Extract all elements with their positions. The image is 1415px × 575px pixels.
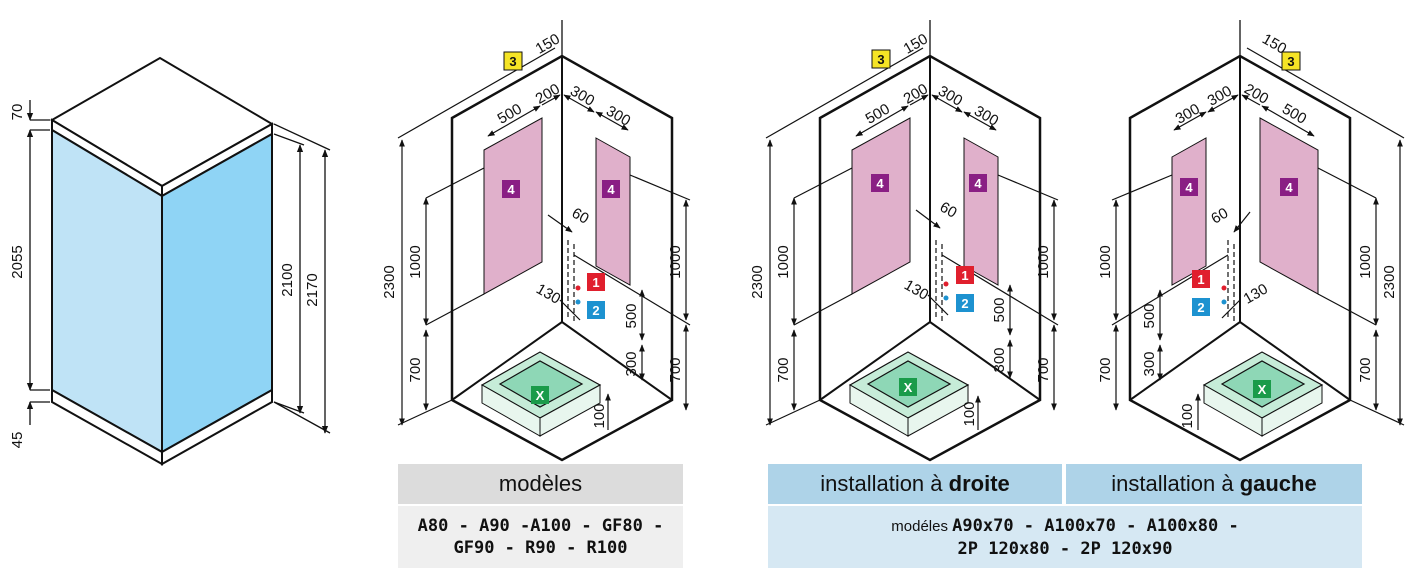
svg-text:X: X [904,380,913,395]
svg-text:300: 300 [991,347,1008,372]
svg-text:700: 700 [407,357,424,382]
tag-4-right: 4 [969,174,987,192]
dim-total-height: 2170 [304,273,321,306]
svg-text:60: 60 [569,205,592,228]
svg-text:1: 1 [1197,272,1204,287]
models-header: modèles [398,464,683,504]
heater-zone-right [963,137,999,286]
tag-4-left: 4 [502,180,520,198]
svg-text:1000: 1000 [1097,245,1114,278]
models2-line2: 2P 120x80 - 2P 120x90 [957,538,1173,559]
tag-x: X [1253,380,1271,398]
tag-4-right: 4 [1280,178,1298,196]
svg-text:1000: 1000 [407,245,424,278]
models2-line1: A90x70 - A100x70 - A100x80 - [952,515,1239,536]
svg-text:700: 700 [1035,357,1052,382]
models-list-line2: GF90 - R90 - R100 [453,538,628,558]
models2-prefix: modéles [891,517,953,535]
cabin-drawing: 70 2055 45 2100 2170 [9,56,331,466]
svg-text:4: 4 [1285,180,1293,195]
svg-text:500: 500 [1141,303,1158,328]
tag-3: 3 [503,51,523,71]
right-install-header: installation à droite [768,464,1062,504]
svg-text:100: 100 [1179,403,1196,428]
room-drawing-left: 2300 300 300 200 500 150 1000 700 1000 7… [1097,20,1405,462]
tag-3: 3 [1281,51,1301,71]
tag-2: 2 [587,301,605,319]
tag-1: 1 [956,266,974,284]
svg-text:1: 1 [961,268,968,283]
models-list-line1: A80 - A90 -A100 - GF80 - [417,516,664,536]
svg-text:4: 4 [876,176,884,191]
heater-zone-left [1171,137,1207,286]
svg-text:100: 100 [961,401,978,426]
svg-text:2: 2 [961,296,968,311]
heater-zone-right [595,137,631,286]
tag-x: X [899,378,917,396]
svg-text:2300: 2300 [1381,265,1398,298]
svg-text:3: 3 [877,52,884,67]
svg-text:700: 700 [775,357,792,382]
svg-text:1000: 1000 [775,245,792,278]
svg-text:4: 4 [974,176,982,191]
tag-1: 1 [587,273,605,291]
room-drawing-standard: 2300 500 200 300 300 150 1000 700 1000 7… [381,20,691,462]
svg-text:300: 300 [1141,351,1158,376]
tag-x: X [531,386,549,404]
svg-text:60: 60 [1208,205,1231,228]
svg-text:2: 2 [592,303,599,318]
left-install-header: installation à gauche [1066,464,1362,504]
svg-text:4: 4 [1185,180,1193,195]
svg-text:1000: 1000 [1357,245,1374,278]
dim-room-height: 2300 [381,265,398,298]
svg-text:500: 500 [623,303,640,328]
svg-text:100: 100 [591,403,608,428]
svg-text:300: 300 [623,351,640,376]
svg-text:1000: 1000 [667,245,684,278]
svg-text:1000: 1000 [1035,245,1052,278]
svg-text:500: 500 [991,297,1008,322]
tag-1: 1 [1192,270,1210,288]
dim-bottom-gap: 45 [9,432,26,449]
tag-3: 3 [871,49,891,69]
svg-text:700: 700 [667,357,684,382]
svg-text:150: 150 [533,30,563,57]
tag-4-right: 4 [602,180,620,198]
svg-text:3: 3 [509,54,516,69]
tag-4-left: 4 [871,174,889,192]
svg-text:4: 4 [507,182,515,197]
svg-text:4: 4 [607,182,615,197]
tag-2: 2 [1192,298,1210,316]
tag-4-left: 4 [1180,178,1198,196]
svg-text:2: 2 [1197,300,1204,315]
svg-text:60: 60 [937,199,960,222]
dim-body-height: 2055 [9,245,26,278]
dim-glass-height: 2100 [279,263,296,296]
tag-2: 2 [956,294,974,312]
svg-text:2300: 2300 [749,265,766,298]
svg-text:700: 700 [1357,357,1374,382]
svg-text:3: 3 [1287,54,1294,69]
svg-text:X: X [536,388,545,403]
models2-list: modéles A90x70 - A100x70 - A100x80 - 2P … [768,506,1362,568]
svg-text:X: X [1258,382,1267,397]
svg-text:700: 700 [1097,357,1114,382]
models-list: A80 - A90 -A100 - GF80 - GF90 - R90 - R1… [398,506,683,568]
svg-text:1: 1 [592,275,599,290]
room-drawing-right: 2300 500 200 300 300 150 1000 700 1000 7… [749,20,1059,462]
dim-top-gap: 70 [9,104,26,121]
svg-text:150: 150 [901,30,931,57]
